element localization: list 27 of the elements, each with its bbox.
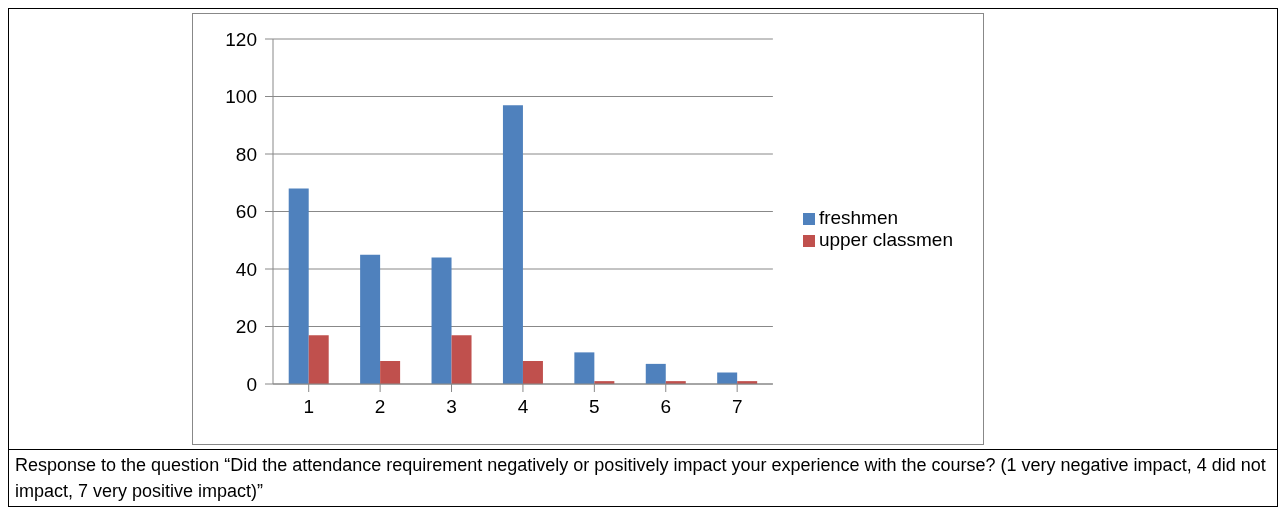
x-tick-label: 1	[303, 396, 314, 418]
bar	[522, 361, 543, 384]
bar	[380, 361, 401, 384]
y-tick-label: 0	[246, 373, 257, 395]
x-tick-label: 7	[731, 396, 743, 418]
x-tick-label: 3	[446, 396, 457, 418]
x-tick-label: 4	[517, 396, 529, 418]
bar	[431, 257, 452, 384]
legend-label: freshmen	[818, 207, 899, 228]
x-tick-label: 2	[374, 396, 386, 418]
bar	[502, 105, 523, 384]
y-tick-label: 120	[225, 28, 257, 50]
bar	[574, 352, 595, 384]
bar	[645, 363, 666, 384]
x-tick-label: 6	[660, 396, 672, 418]
legend-label: upper classmen	[818, 229, 953, 250]
bar	[288, 188, 309, 384]
text: Response to the question “Did the attendance requirement negatively or positively impact your experience with the course? (1 very negative impact, 4 did not impact, 7 very positive impact)”	[8, 449, 1278, 507]
x-tick-label: 5	[589, 396, 600, 418]
y-tick-label: 40	[235, 258, 257, 280]
y-tick-label: 60	[235, 201, 257, 223]
y-tick-label: 20	[235, 316, 257, 338]
y-tick-label: 100	[225, 86, 257, 108]
bar	[451, 335, 472, 384]
y-tick-label: 80	[235, 143, 257, 165]
bar	[308, 335, 329, 384]
bar	[360, 254, 381, 384]
